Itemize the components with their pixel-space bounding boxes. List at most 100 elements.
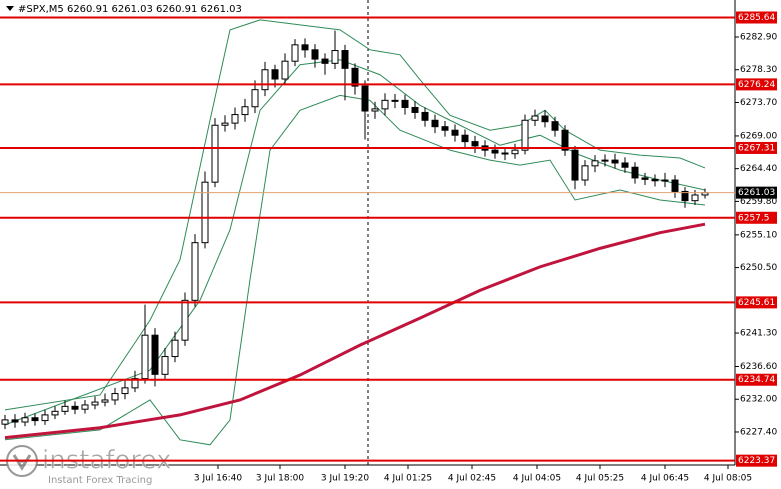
candle-body — [301, 44, 309, 51]
level-label-box — [736, 296, 777, 309]
level-label-box — [736, 11, 777, 24]
level-label: 6234.74 — [738, 375, 775, 385]
candle-body — [501, 152, 509, 155]
y-tick-label: 6264.40 — [740, 164, 777, 174]
candle-body — [291, 44, 299, 62]
candle-body — [441, 126, 449, 131]
candle-body — [131, 378, 139, 389]
x-tick-label: 4 Jul 01:25 — [384, 474, 432, 484]
candle-body — [111, 393, 119, 401]
candle-body — [71, 405, 79, 410]
candle-body — [651, 178, 659, 182]
y-tick-label: 6255.10 — [740, 230, 777, 240]
level-label: 6245.61 — [738, 298, 775, 308]
candle-body — [171, 339, 179, 358]
candle-body — [231, 114, 239, 124]
candle-body — [281, 60, 289, 80]
y-tick-label: 6227.40 — [740, 427, 777, 437]
candle-body — [331, 50, 339, 64]
y-tick-label: 6282.90 — [740, 33, 777, 43]
candle-body — [181, 299, 189, 341]
indicator-line — [4, 59, 706, 426]
indicator-line — [4, 222, 706, 440]
level-label: 6285.64 — [738, 13, 775, 23]
x-tick-label: 4 Jul 04:05 — [513, 474, 561, 484]
level-label-box — [736, 211, 777, 224]
indicator-line — [4, 19, 706, 411]
candle-body — [691, 194, 699, 202]
header: #SPX,M5 6260.91 6261.03 6260.91 6261.03 — [18, 4, 242, 15]
y-tick-label: 6232.00 — [740, 395, 777, 405]
candle-body — [681, 190, 689, 202]
level-label-box — [736, 141, 777, 154]
candle-body — [51, 410, 59, 416]
candle-body — [621, 162, 629, 168]
candle-body — [531, 115, 539, 121]
candle-body — [671, 179, 679, 192]
candle-body — [211, 124, 219, 183]
candle-body — [401, 99, 409, 108]
candle-body — [471, 141, 479, 147]
candle-body — [121, 387, 129, 395]
y-tick-label: 6259.80 — [740, 197, 777, 207]
candle-body — [1, 419, 9, 425]
last-price-box — [736, 186, 777, 199]
candle-body — [161, 356, 169, 375]
candle-body — [421, 111, 429, 121]
y-tick-label: 6273.70 — [740, 98, 777, 108]
watermark-tagline: Instant Forex Tracing — [48, 475, 152, 486]
level-label: 6276.24 — [738, 80, 775, 90]
candle-body — [541, 115, 549, 123]
candle-body — [591, 160, 599, 167]
candle-body — [31, 417, 39, 422]
candle-body — [191, 242, 199, 301]
candle-body — [41, 414, 49, 422]
candle-body — [251, 89, 259, 108]
level-label: 6267.31 — [738, 143, 775, 153]
candle-body — [381, 99, 389, 110]
candle-body — [631, 166, 639, 179]
indicator-line — [4, 94, 706, 446]
candle-body — [561, 129, 569, 151]
candle-body — [321, 58, 329, 64]
candle-body — [61, 405, 69, 412]
candle-body — [611, 159, 619, 164]
x-tick-label: 4 Jul 08:05 — [704, 474, 752, 484]
candle-body — [311, 49, 319, 60]
candle-body — [451, 129, 459, 136]
candle-body — [661, 179, 669, 182]
candle-body — [81, 404, 89, 410]
plot — [1, 19, 709, 446]
candle-body — [101, 399, 109, 403]
candle-body — [461, 134, 469, 143]
last-price-label: 6261.03 — [738, 188, 775, 198]
y-tick-label: 6269.00 — [740, 131, 777, 141]
candle-body — [221, 122, 229, 126]
candle-body — [361, 85, 369, 112]
candle-body — [391, 99, 399, 102]
candle-body — [551, 121, 559, 131]
level-label: 6223.37 — [738, 456, 775, 466]
y-tick-label: 6278.30 — [740, 65, 777, 75]
candle-body — [431, 119, 439, 128]
candle-body — [411, 106, 419, 113]
x-tick-label: 3 Jul 18:00 — [256, 474, 305, 484]
candle-body — [271, 69, 279, 80]
x-tick-label: 4 Jul 06:45 — [641, 474, 689, 484]
y-tick-label: 6241.30 — [740, 329, 777, 339]
x-tick-label: 3 Jul 19:20 — [321, 474, 370, 484]
candle-body — [601, 159, 609, 162]
x-tick-label: 4 Jul 05:25 — [576, 474, 624, 484]
x-tick-label: 4 Jul 02:45 — [448, 474, 496, 484]
candle-body — [91, 401, 99, 406]
candle-body — [511, 149, 519, 155]
candle-body — [241, 106, 249, 116]
candle-body — [141, 334, 149, 380]
candle-body — [21, 417, 29, 423]
candle-body — [341, 50, 349, 69]
candle-body — [581, 165, 589, 181]
candle-body — [571, 149, 579, 181]
level-label-box — [736, 454, 777, 467]
